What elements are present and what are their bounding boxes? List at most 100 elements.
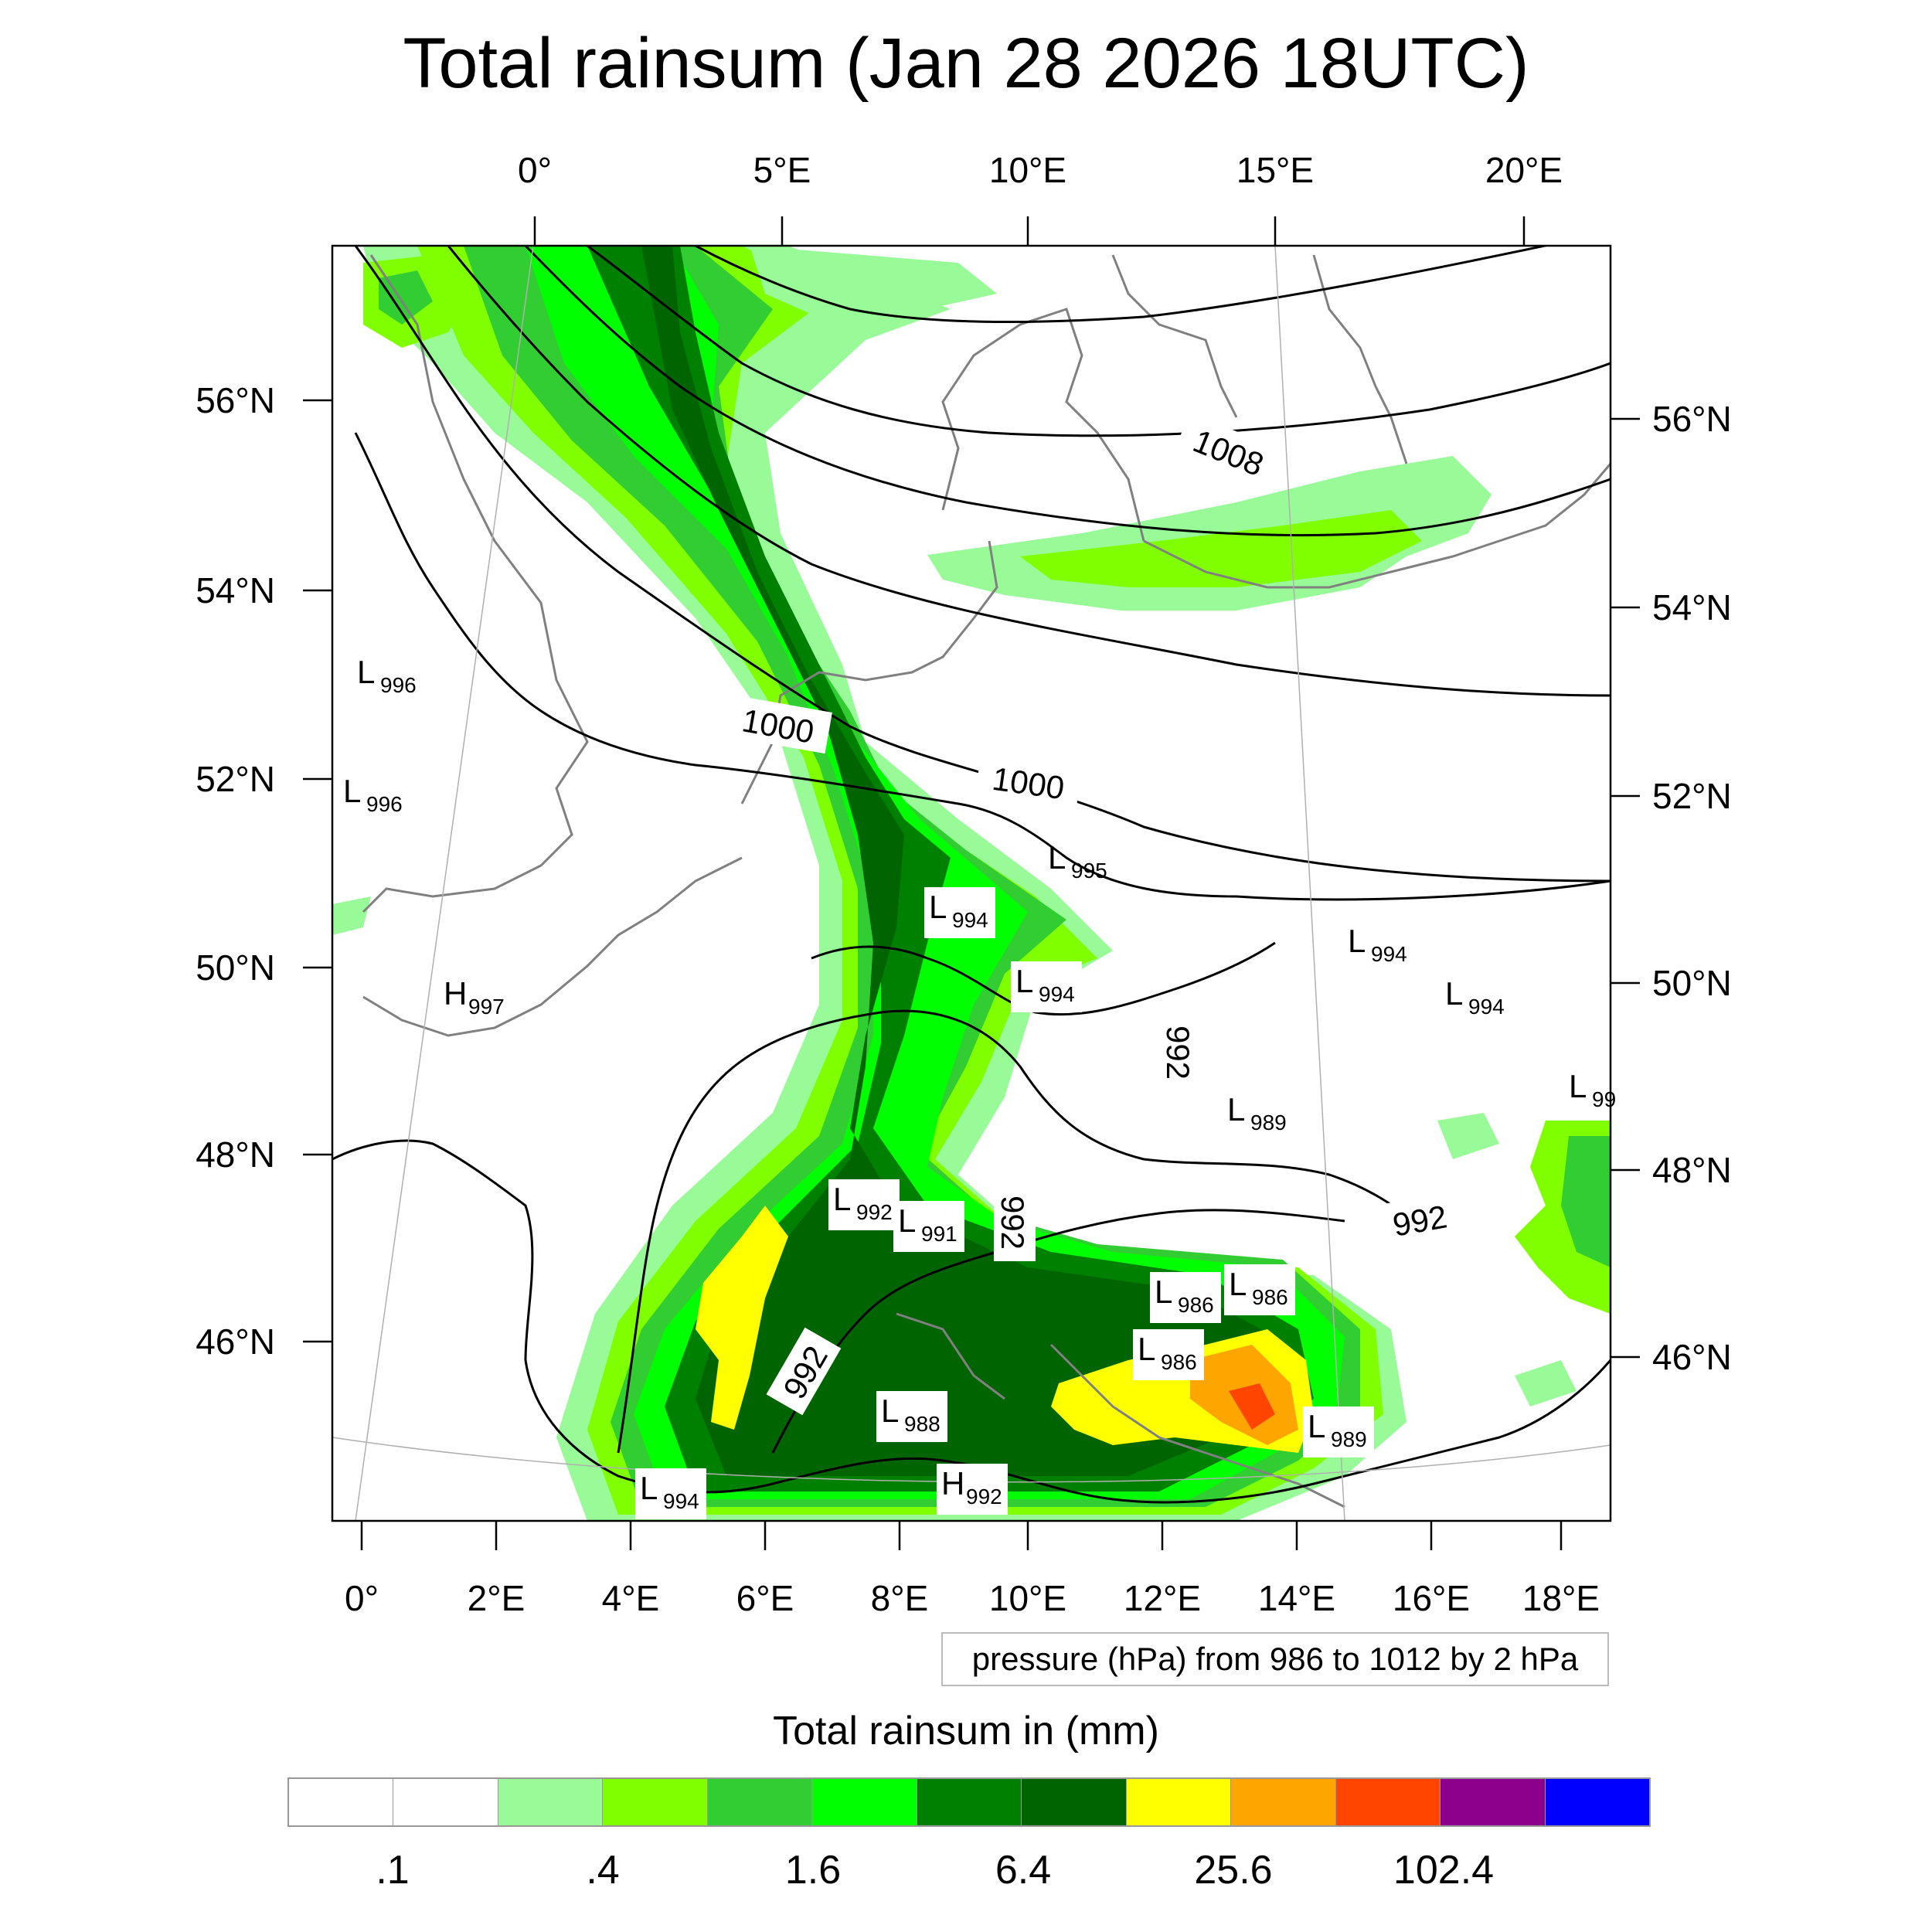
right-axis-label: 56°N [1652, 399, 1732, 439]
pressure-center-value: 986 [1178, 1293, 1214, 1317]
colorbar-swatch [707, 1779, 813, 1825]
colorbar [287, 1777, 1651, 1827]
pressure-center-value: 994 [663, 1489, 699, 1513]
pressure-center-type: L [357, 654, 375, 690]
right-axis-labels: 56°N 54°N 52°N 50°N 48°N 46°N [1652, 399, 1732, 1377]
colorbar-tick-label: 1.6 [784, 1848, 842, 1893]
colorbar-swatch [1545, 1779, 1650, 1825]
pressure-center-type: L [640, 1470, 658, 1506]
colorbar-swatch [1022, 1779, 1127, 1825]
colorbar-tick-label: .1 [376, 1848, 410, 1893]
colorbar-swatch [1335, 1779, 1441, 1825]
top-axis-labels: 0° 5°E 10°E 15°E 20°E [518, 150, 1563, 190]
pressure-center-type: L [881, 1393, 899, 1429]
right-axis-label: 48°N [1652, 1150, 1732, 1190]
pressure-center-value: 99 [1592, 1087, 1616, 1111]
pressure-center-type: L [1048, 839, 1066, 876]
pressure-center-type: L [1348, 923, 1366, 959]
bottom-axis-label: 10°E [989, 1578, 1066, 1618]
bottom-axis-label: 6°E [736, 1578, 794, 1618]
left-axis-label: 54°N [196, 570, 275, 611]
bottom-axis-label: 18°E [1522, 1578, 1600, 1618]
bottom-axis-label: 12°E [1124, 1578, 1201, 1618]
colorbar-swatch [393, 1779, 498, 1825]
isobar-label: 992 [995, 1196, 1031, 1250]
bottom-axis-label: 2°E [468, 1578, 526, 1618]
top-axis-label: 5°E [753, 150, 811, 190]
pressure-center-type: L [929, 889, 947, 925]
pressure-centers: L 996 L 996 H 997 L 995 L 994 L 994 L 99… [343, 654, 1616, 1519]
pressure-center-type: L [1229, 1266, 1247, 1302]
pressure-center-value: 994 [1468, 995, 1505, 1019]
colorbar-tick-label: 25.6 [1194, 1848, 1273, 1893]
colorbar-swatch [812, 1779, 917, 1825]
axis-ticks [303, 216, 1640, 1550]
right-axis-label: 46°N [1652, 1337, 1732, 1377]
left-axis-label: 56°N [196, 380, 275, 420]
map-title: Total rainsum (Jan 28 2026 18UTC) [403, 24, 1529, 103]
pressure-center-value: 994 [952, 908, 988, 932]
pressure-center-type: L [833, 1181, 851, 1217]
colorbar-swatch [289, 1779, 394, 1825]
bottom-axis-label: 8°E [871, 1578, 929, 1618]
bottom-axis-label: 4°E [602, 1578, 660, 1618]
pressure-center-type: L [1445, 975, 1463, 1012]
pressure-center-type: H [444, 975, 467, 1012]
pressure-center-value: 986 [1161, 1350, 1197, 1374]
pressure-center-type: L [1155, 1274, 1172, 1310]
pressure-center-value: 996 [380, 673, 417, 697]
pressure-center-type: L [1308, 1408, 1325, 1444]
colorbar-swatch [603, 1779, 708, 1825]
right-axis-label: 54°N [1652, 587, 1732, 628]
right-axis-label: 50°N [1652, 963, 1732, 1003]
legend-title: Total rainsum in (mm) [773, 1709, 1159, 1753]
pressure-center-value: 992 [966, 1485, 1002, 1509]
bottom-axis-labels: 0° 2°E 4°E 6°E 8°E 10°E 12°E 14°E 16°E 1… [345, 1578, 1600, 1618]
pressure-center-value: 989 [1250, 1111, 1287, 1134]
plot-frame [331, 244, 1612, 1522]
colorbar-swatch [917, 1779, 1022, 1825]
pressure-center-value: 994 [1371, 942, 1407, 966]
pressure-center-type: H [941, 1465, 964, 1502]
bottom-axis-label: 16°E [1393, 1578, 1470, 1618]
right-axis-label: 52°N [1652, 776, 1732, 816]
pressure-center-value: 988 [904, 1412, 940, 1436]
top-axis-label: 0° [518, 150, 552, 190]
colorbar-swatch [1231, 1779, 1336, 1825]
colorbar-tick-label: 6.4 [995, 1848, 1052, 1893]
isobar-label: 992 [1160, 1026, 1196, 1080]
left-axis-label: 52°N [196, 759, 275, 799]
pressure-center-type: L [343, 773, 361, 809]
isobar-labels: 1008 1000 1000 992 992 992 992 [724, 412, 1461, 1416]
bottom-axis-label: 0° [345, 1578, 379, 1618]
pressure-center-value: 986 [1252, 1285, 1288, 1309]
pressure-center-value: 995 [1071, 859, 1107, 883]
colorbar-swatch [1126, 1779, 1232, 1825]
pressure-note: pressure (hPa) from 986 to 1012 by 2 hPa [941, 1632, 1609, 1686]
pressure-center-value: 989 [1331, 1427, 1367, 1451]
bottom-axis-label: 14°E [1258, 1578, 1335, 1618]
pressure-center-value: 997 [468, 995, 505, 1019]
coastlines [362, 254, 1611, 1509]
pressure-center-type: L [1015, 963, 1033, 999]
pressure-center-value: 992 [856, 1200, 893, 1224]
top-axis-label: 20°E [1485, 150, 1563, 190]
left-axis-label: 48°N [196, 1134, 275, 1175]
colorbar-tick-label: 102.4 [1393, 1848, 1495, 1893]
pressure-center-value: 994 [1039, 982, 1075, 1006]
colorbar-swatch [1440, 1779, 1546, 1825]
pressure-center-value: 991 [921, 1222, 957, 1246]
left-axis-labels: 56°N 54°N 52°N 50°N 48°N 46°N [196, 380, 275, 1362]
pressure-center-type: L [1227, 1091, 1245, 1128]
pressure-center-type: L [898, 1202, 916, 1239]
pressure-center-type: L [1138, 1331, 1155, 1367]
top-axis-label: 10°E [989, 150, 1066, 190]
left-axis-label: 46°N [196, 1321, 275, 1362]
pressure-center-value: 996 [366, 792, 403, 816]
colorbar-tick-label: .4 [586, 1848, 620, 1893]
pressure-center-type: L [1569, 1068, 1587, 1104]
left-axis-label: 50°N [196, 947, 275, 988]
colorbar-swatch [498, 1779, 604, 1825]
top-axis-label: 15°E [1236, 150, 1314, 190]
